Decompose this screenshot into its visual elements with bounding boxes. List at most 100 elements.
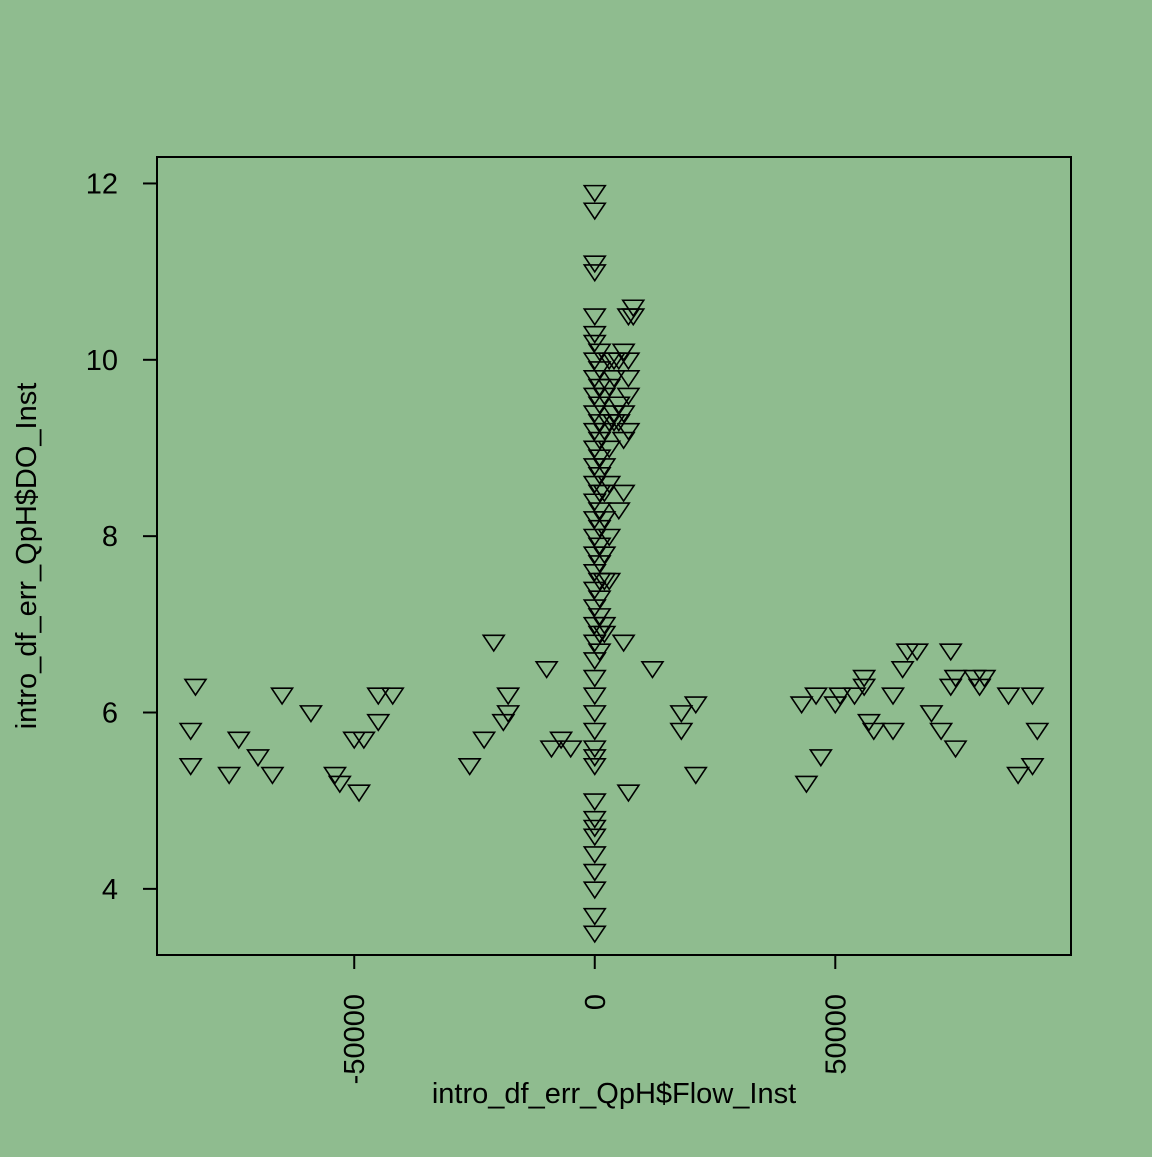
data-point: [640, 660, 665, 679]
data-point: [539, 740, 564, 759]
data-point: [1020, 757, 1045, 776]
data-point: [582, 793, 607, 812]
data-point: [881, 687, 906, 706]
data-point: [587, 608, 612, 626]
data-point: [582, 925, 607, 944]
data-point: [496, 687, 521, 706]
data-point: [246, 749, 271, 768]
data-point: [582, 202, 607, 221]
x-axis-label: intro_df_err_QpH$Flow_Inst: [432, 1078, 796, 1110]
data-point: [621, 299, 646, 318]
data-point: [178, 722, 203, 741]
data-point: [226, 731, 251, 750]
data-point: [943, 669, 968, 688]
data-point: [457, 757, 482, 776]
x-tick-label: 50000: [820, 994, 852, 1075]
data-point: [621, 308, 646, 327]
x-tick-label: 0: [580, 994, 612, 1010]
y-tick-label: 4: [102, 874, 118, 906]
data-point: [582, 757, 607, 776]
data-point: [905, 643, 930, 662]
data-point: [582, 308, 607, 327]
data-point: [852, 678, 877, 697]
data-point: [1006, 766, 1031, 785]
data-point: [938, 643, 963, 662]
data-point: [611, 634, 636, 653]
data-point: [683, 766, 708, 785]
data-point: [929, 722, 954, 741]
data-point: [582, 907, 607, 926]
data-point: [496, 705, 521, 723]
y-tick-label: 8: [102, 521, 118, 553]
data-point: [1020, 687, 1045, 706]
data-point: [602, 369, 626, 388]
data-point: [558, 740, 583, 759]
data-point: [919, 705, 944, 723]
data-point: [582, 325, 607, 344]
data-point: [597, 475, 622, 494]
data-point: [582, 722, 607, 741]
data-point: [587, 643, 612, 662]
data-point: [587, 537, 612, 556]
data-point: [611, 484, 636, 503]
data-point: [592, 625, 617, 644]
y-axis-label: intro_df_err_QpH$DO_Inst: [11, 383, 43, 730]
data-point: [592, 511, 617, 529]
data-point: [683, 696, 708, 715]
data-point: [582, 334, 607, 353]
data-point: [587, 343, 612, 362]
data-point: [481, 634, 506, 653]
data-point: [597, 528, 622, 547]
data-point: [366, 713, 391, 732]
data-point: [587, 449, 612, 468]
data-points: [178, 184, 1050, 944]
data-point: [597, 572, 622, 591]
data-point: [972, 669, 997, 688]
data-point: [178, 757, 203, 776]
data-point: [582, 184, 607, 203]
data-point: [217, 766, 242, 785]
data-point: [582, 687, 607, 706]
y-axis: 4 6 8 10 12: [86, 168, 157, 906]
data-point: [789, 696, 814, 715]
data-point: [260, 766, 285, 785]
data-point: [794, 775, 819, 794]
data-point: [890, 660, 915, 679]
data-point: [582, 264, 607, 283]
data-point: [582, 705, 607, 723]
data-point: [669, 705, 694, 723]
y-tick-label: 12: [86, 168, 118, 200]
data-point: [669, 722, 694, 741]
data-point: [808, 749, 833, 768]
x-tick-label: -50000: [339, 994, 371, 1084]
data-point: [852, 669, 877, 688]
data-point: [582, 740, 607, 759]
data-point: [582, 810, 607, 829]
data-point: [861, 722, 886, 741]
data-point: [828, 687, 853, 706]
data-point: [270, 687, 295, 706]
data-point: [351, 731, 376, 750]
data-point: [534, 660, 559, 679]
data-point: [582, 846, 607, 865]
data-point: [611, 343, 636, 362]
data-point: [1025, 722, 1050, 741]
data-point: [996, 687, 1021, 706]
data-point: [606, 396, 631, 415]
data-point: [597, 440, 622, 459]
data-point: [616, 784, 641, 803]
x-axis: -50000 0 50000: [339, 955, 852, 1084]
data-point: [582, 255, 607, 274]
data-point: [347, 784, 372, 803]
data-point: [472, 731, 497, 750]
data-point: [611, 405, 636, 424]
data-point: [592, 616, 617, 635]
data-point: [592, 458, 617, 477]
data-point: [616, 422, 641, 441]
data-point: [587, 502, 612, 521]
data-point: [804, 687, 829, 706]
data-point: [327, 775, 352, 794]
data-point: [616, 387, 641, 406]
